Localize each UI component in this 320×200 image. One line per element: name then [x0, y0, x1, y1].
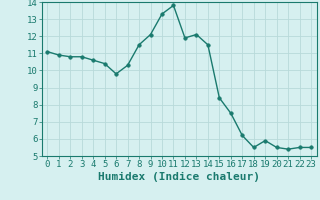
X-axis label: Humidex (Indice chaleur): Humidex (Indice chaleur): [98, 172, 260, 182]
